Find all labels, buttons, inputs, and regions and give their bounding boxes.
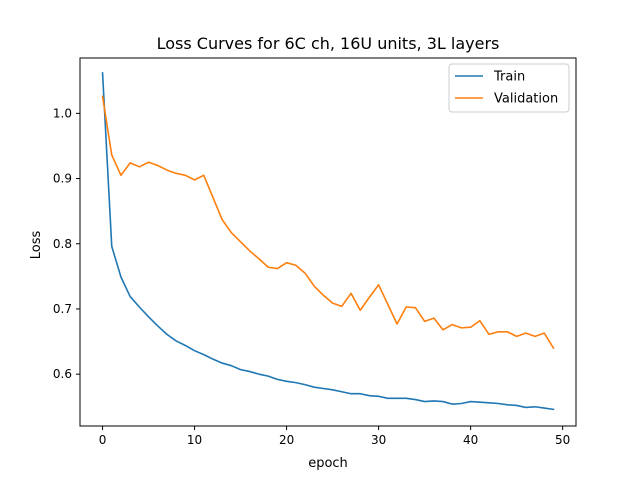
- y-tick-label: 0.7: [53, 302, 72, 316]
- x-tick-label: 50: [555, 433, 570, 447]
- x-axis: 0 10 20 30 40 50: [99, 426, 570, 447]
- x-tick-label: 20: [279, 433, 294, 447]
- series-line-validation: [101, 95, 555, 350]
- legend-item-train: Train: [455, 70, 525, 85]
- chart-title: Loss Curves for 6C ch, 16U units, 3L lay…: [157, 34, 500, 53]
- y-axis-label: Loss: [29, 231, 44, 260]
- y-tick-label: 0.6: [53, 367, 72, 381]
- x-tick-label: 30: [371, 433, 386, 447]
- legend-label: Validation: [494, 92, 558, 107]
- x-tick-label: 40: [463, 433, 478, 447]
- legend-label: Train: [493, 70, 525, 85]
- plot-area: [101, 72, 555, 411]
- plot-frame: [79, 57, 577, 427]
- series-validation: [101, 95, 555, 350]
- legend-item-validation: Validation: [455, 92, 558, 107]
- x-tick-label: 10: [187, 433, 202, 447]
- series-line-train: [101, 72, 555, 411]
- y-axis: 0.6 0.7 0.8 0.9 1.0: [53, 106, 80, 381]
- y-tick-label: 1.0: [53, 106, 72, 120]
- y-tick-label: 0.8: [53, 237, 72, 251]
- x-tick-label: 0: [99, 433, 107, 447]
- y-tick-label: 0.9: [53, 172, 72, 186]
- series-train: [101, 72, 555, 411]
- x-axis-label: epoch: [308, 456, 348, 471]
- legend: Train Validation: [448, 63, 570, 113]
